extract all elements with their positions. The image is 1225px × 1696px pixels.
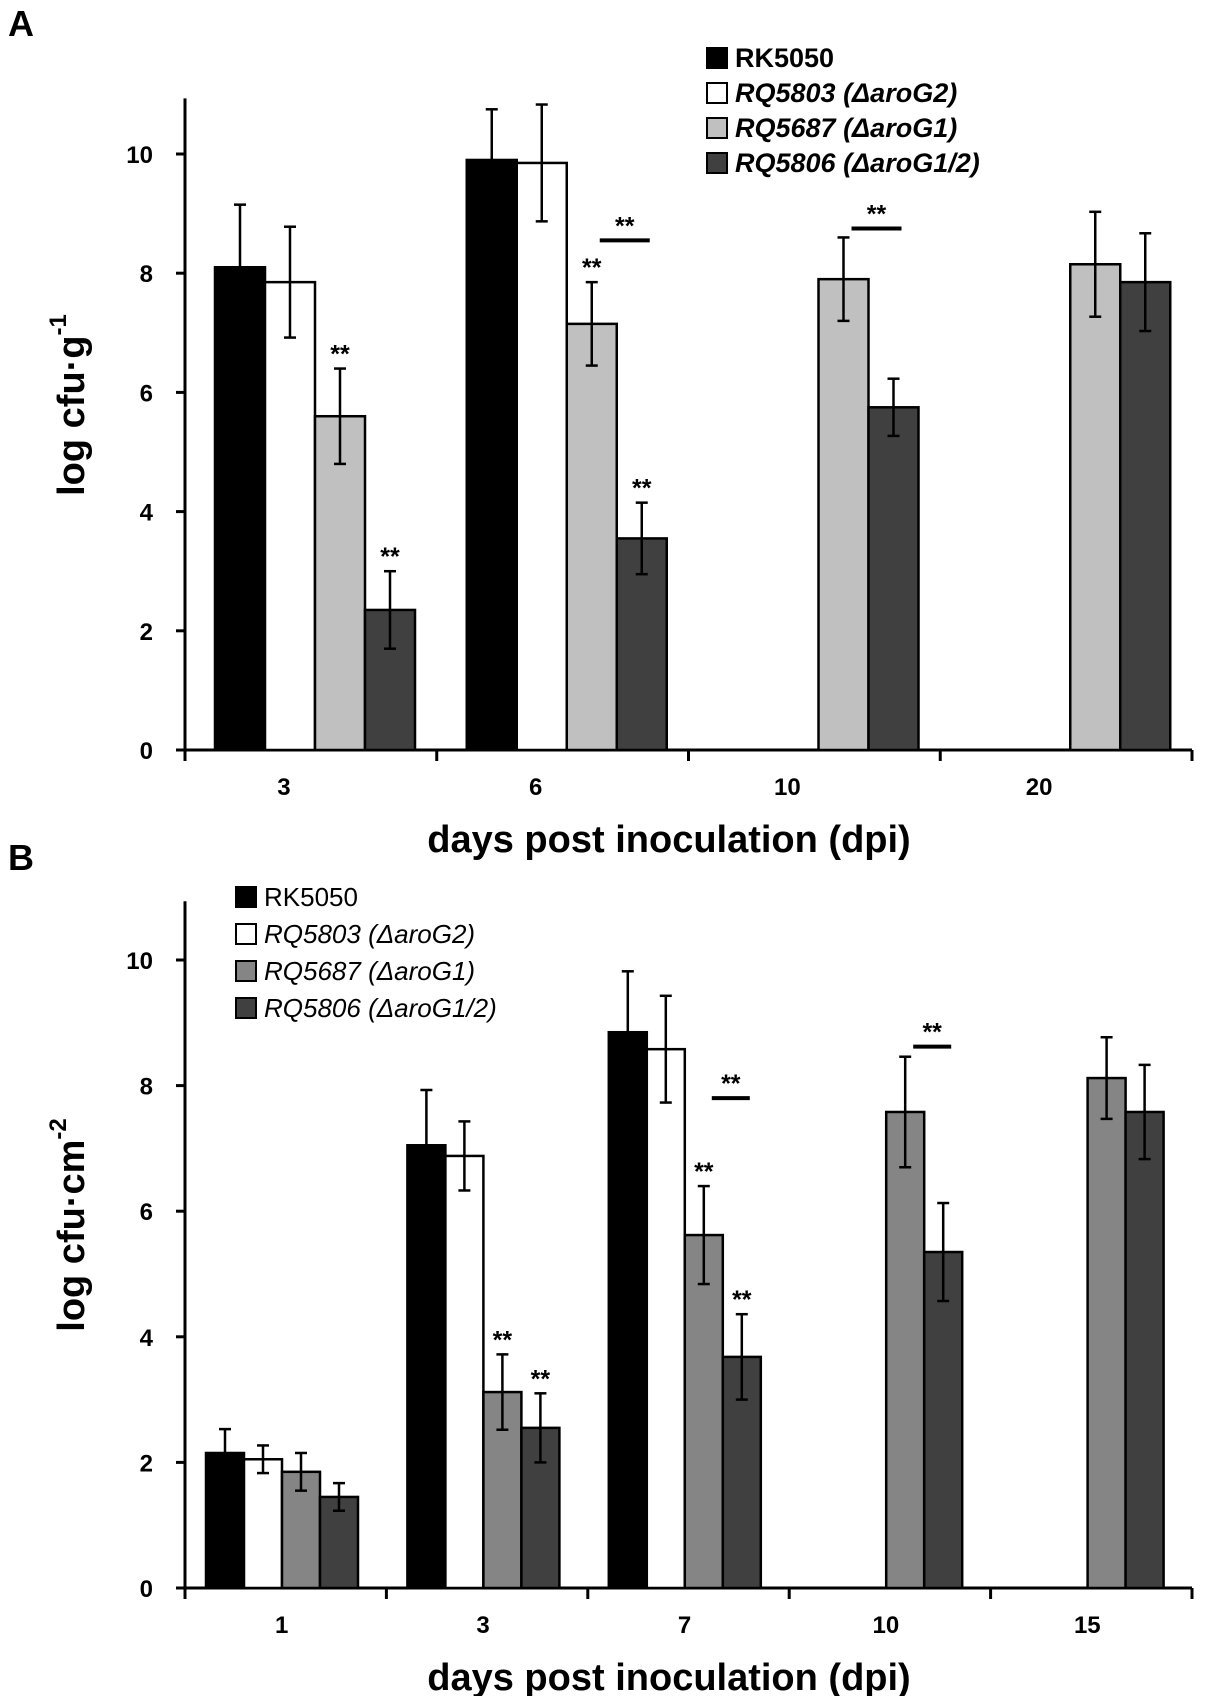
- bar: [1119, 280, 1172, 752]
- x-axis-title-a: days post inoculation (dpi): [427, 819, 910, 861]
- y-tick-label: 6: [140, 1199, 153, 1226]
- y-tick-label: 4: [140, 1325, 154, 1352]
- bar: [645, 1047, 687, 1590]
- legend-swatch: [235, 886, 257, 908]
- bar: [683, 1233, 725, 1590]
- bar: [1086, 1076, 1127, 1590]
- y-tick-label: 4: [140, 500, 154, 527]
- legend-label: RK5050: [264, 882, 358, 912]
- legend: RK5050 RQ5803 (ΔaroG2) RQ5687 (ΔaroG1) RQ58…: [706, 43, 980, 178]
- x-tick-label: 1: [275, 1612, 288, 1639]
- legend-label: RQ5687 (ΔaroG1): [735, 113, 957, 143]
- y-axis-title-b: log cfu·cm-2: [45, 1118, 93, 1331]
- significance-stars: **: [330, 341, 350, 369]
- legend-label: RK5050: [735, 43, 834, 73]
- x-tick-label: 10: [774, 774, 801, 801]
- significance-bar-label: **: [922, 1019, 942, 1047]
- y-axis-title-a: log cfu·g-1: [45, 314, 93, 496]
- significance-stars: **: [380, 543, 400, 571]
- bar: [515, 161, 568, 752]
- legend: RK5050 RQ5803 (ΔaroG2) RQ5687 (ΔaroG1) RQ58…: [235, 882, 497, 1023]
- bar: [465, 158, 518, 752]
- y-tick-label: 8: [140, 1074, 153, 1101]
- bar: [1124, 1110, 1165, 1590]
- y-tick-label: 2: [140, 1450, 153, 1477]
- bar: [242, 1458, 284, 1590]
- y-tick-label: 0: [140, 1576, 153, 1603]
- bar: [607, 1030, 649, 1590]
- bar: [884, 1110, 926, 1590]
- legend-swatch: [706, 117, 728, 139]
- panel-label-a: A: [8, 3, 34, 44]
- significance-stars: **: [531, 1365, 551, 1393]
- legend-swatch: [235, 923, 257, 945]
- bar: [565, 322, 618, 752]
- x-tick-label: 20: [1026, 774, 1053, 801]
- bar: [313, 414, 367, 752]
- legend-label: RQ5806 (ΔaroG1/2): [735, 148, 980, 178]
- x-tick-label: 10: [873, 1612, 900, 1639]
- significance-stars: **: [493, 1326, 513, 1354]
- bar: [1069, 263, 1122, 752]
- y-tick-label: 10: [126, 948, 153, 975]
- bar: [867, 406, 920, 752]
- legend-swatch: [235, 960, 257, 982]
- significance-stars: **: [694, 1158, 714, 1186]
- legend-swatch: [706, 152, 728, 174]
- y-tick-label: 0: [140, 738, 153, 765]
- x-tick-label: 3: [277, 774, 290, 801]
- y-tick-label: 10: [126, 142, 153, 169]
- legend-swatch: [706, 82, 728, 104]
- y-tick-label: 2: [140, 619, 153, 646]
- bar: [213, 265, 267, 752]
- x-axis-title-b: days post inoculation (dpi): [427, 1657, 910, 1696]
- significance-bar-label: **: [867, 201, 887, 229]
- bar: [406, 1144, 447, 1590]
- y-tick-label: 6: [140, 380, 153, 407]
- x-tick-label: 15: [1074, 1612, 1101, 1639]
- significance-stars: **: [632, 475, 652, 503]
- legend-label: RQ5803 (ΔaroG2): [735, 78, 957, 108]
- significance-stars: **: [582, 254, 602, 282]
- legend-swatch: [706, 47, 728, 69]
- x-tick-label: 7: [678, 1612, 691, 1639]
- bar: [922, 1250, 964, 1590]
- y-tick-label: 8: [140, 261, 153, 288]
- x-tick-label: 6: [529, 774, 542, 801]
- significance-stars: **: [732, 1286, 752, 1314]
- panel-b: B log cfu·cm-2 days post inoculation (dp…: [8, 837, 1194, 1696]
- significance-bar-label: **: [615, 212, 635, 240]
- panel-label-b: B: [8, 837, 34, 878]
- x-tick-label: 3: [476, 1612, 489, 1639]
- bar: [280, 1470, 322, 1590]
- legend-label: RQ5803 (ΔaroG2): [264, 919, 475, 949]
- legend-label: RQ5806 (ΔaroG1/2): [264, 993, 497, 1023]
- legend-label: RQ5687 (ΔaroG1): [264, 956, 475, 986]
- panel-a: A log cfu·g-1 days post inoculation (dpi…: [8, 3, 1194, 861]
- bar: [444, 1154, 485, 1590]
- bar: [721, 1355, 763, 1590]
- significance-bar-label: **: [721, 1070, 741, 1098]
- legend-swatch: [235, 997, 257, 1019]
- bar: [263, 280, 317, 752]
- bar: [817, 277, 870, 752]
